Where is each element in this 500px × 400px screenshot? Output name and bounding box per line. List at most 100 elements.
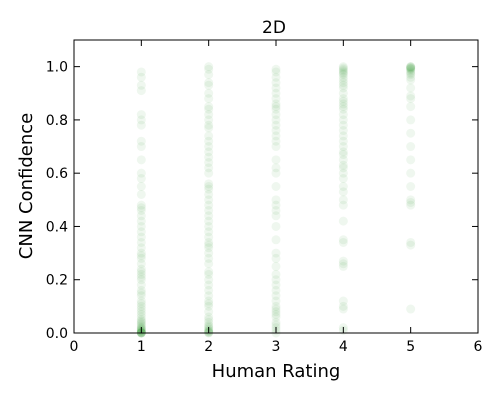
- data-point-rating-4-31: [338, 174, 348, 184]
- data-point-rating-2-16: [204, 147, 214, 157]
- data-point-rating-2-20: [204, 168, 214, 178]
- data-point-rating-5-2: [406, 62, 416, 72]
- data-point-rating-4-44: [338, 304, 348, 314]
- data-point-rating-4-36: [338, 216, 348, 226]
- y-tick-label-1: 0.2: [46, 273, 68, 289]
- data-point-rating-3-14: [271, 131, 281, 141]
- data-point-rating-2-52: [204, 320, 214, 330]
- data-point-rating-5-13: [406, 83, 416, 93]
- data-point-rating-2-13: [204, 131, 214, 141]
- data-point-rating-2-50: [204, 315, 214, 325]
- data-point-rating-2-49: [204, 312, 214, 322]
- data-point-rating-2-39: [204, 267, 214, 277]
- data-point-rating-1-11: [136, 174, 146, 184]
- data-point-rating-3-21: [271, 195, 281, 205]
- data-point-rating-3-23: [271, 205, 281, 215]
- data-point-rating-3-37: [271, 304, 281, 314]
- data-point-rating-2-14: [204, 136, 214, 146]
- data-point-rating-2-24: [204, 189, 214, 199]
- data-point-rating-5-17: [406, 115, 416, 125]
- data-point-rating-1-44: [136, 315, 146, 325]
- x-tick-label-5: 5: [406, 339, 415, 355]
- data-point-rating-2-45: [204, 296, 214, 306]
- data-point-rating-4-0: [338, 62, 348, 72]
- y-tick-label-5: 1.0: [46, 60, 68, 76]
- data-point-rating-5-7: [406, 66, 416, 76]
- data-point-rating-4-11: [338, 83, 348, 93]
- data-point-rating-2-33: [204, 237, 214, 247]
- data-point-rating-2-44: [204, 291, 214, 301]
- data-point-rating-4-6: [338, 70, 348, 80]
- data-point-rating-3-36: [271, 301, 281, 311]
- data-point-rating-2-32: [204, 232, 214, 242]
- data-point-rating-1-42: [136, 309, 146, 319]
- data-point-rating-5-16: [406, 102, 416, 112]
- data-point-rating-2-23: [204, 184, 214, 194]
- data-point-rating-3-3: [271, 78, 281, 88]
- data-point-rating-2-42: [204, 280, 214, 290]
- x-tick-label-2: 2: [204, 339, 213, 355]
- data-point-rating-2-5: [204, 88, 214, 98]
- data-point-rating-3-6: [271, 94, 281, 104]
- data-point-rating-3-35: [271, 296, 281, 306]
- data-point-rating-1-26: [136, 253, 146, 263]
- data-point-rating-4-19: [338, 115, 348, 125]
- data-point-rating-1-9: [136, 155, 146, 165]
- data-point-rating-1-41: [136, 307, 146, 317]
- data-point-rating-3-1: [271, 67, 281, 77]
- data-point-rating-3-9: [271, 104, 281, 114]
- data-point-rating-2-9: [204, 110, 214, 120]
- data-point-rating-2-46: [204, 299, 214, 309]
- data-point-rating-2-38: [204, 259, 214, 269]
- data-point-rating-1-7: [136, 136, 146, 146]
- data-point-rating-3-34: [271, 291, 281, 301]
- data-point-rating-5-25: [406, 200, 416, 210]
- data-point-rating-3-17: [271, 155, 281, 165]
- data-point-rating-3-28: [271, 253, 281, 263]
- data-point-rating-1-16: [136, 205, 146, 215]
- data-point-rating-2-2: [204, 70, 214, 80]
- y-tick-label-3: 0.6: [46, 166, 68, 182]
- data-point-rating-3-27: [271, 248, 281, 258]
- data-point-rating-2-22: [204, 182, 214, 191]
- data-point-rating-1-29: [136, 267, 146, 277]
- data-point-rating-4-14: [338, 96, 348, 106]
- data-point-rating-1-1: [136, 72, 146, 82]
- data-point-rating-1-22: [136, 237, 146, 247]
- data-point-rating-1-43: [136, 312, 146, 322]
- data-point-rating-1-34: [136, 285, 146, 295]
- data-point-rating-1-45: [136, 316, 146, 326]
- data-point-rating-3-33: [271, 285, 281, 295]
- data-point-rating-2-7: [204, 102, 214, 112]
- data-point-rating-3-30: [271, 269, 281, 279]
- data-point-rating-1-25: [136, 251, 146, 261]
- data-point-rating-2-18: [204, 158, 214, 168]
- data-point-rating-1-12: [136, 182, 146, 191]
- data-point-rating-2-47: [204, 301, 214, 311]
- data-point-rating-2-10: [204, 115, 214, 125]
- data-point-rating-4-32: [338, 182, 348, 191]
- data-point-rating-1-20: [136, 227, 146, 237]
- data-point-rating-1-13: [136, 189, 146, 199]
- data-point-rating-3-29: [271, 261, 281, 271]
- data-point-rating-5-0: [406, 62, 416, 72]
- data-point-rating-1-2: [136, 80, 146, 90]
- data-point-rating-4-5: [338, 68, 348, 78]
- data-point-rating-4-13: [338, 94, 348, 104]
- data-point-rating-4-39: [338, 256, 348, 266]
- data-point-rating-2-31: [204, 227, 214, 237]
- data-point-rating-3-11: [271, 115, 281, 125]
- data-point-rating-3-4: [271, 83, 281, 93]
- data-point-rating-4-24: [338, 142, 348, 152]
- data-point-rating-3-18: [271, 163, 281, 173]
- data-point-rating-2-6: [204, 94, 214, 104]
- data-point-rating-4-8: [338, 75, 348, 85]
- data-point-rating-1-39: [136, 301, 146, 311]
- y-tick-label-2: 0.4: [46, 219, 68, 235]
- data-point-rating-5-22: [406, 182, 416, 191]
- data-point-rating-1-49: [136, 321, 146, 331]
- data-point-rating-2-4: [204, 80, 214, 90]
- data-point-rating-5-10: [406, 70, 416, 80]
- data-point-rating-4-40: [338, 259, 348, 269]
